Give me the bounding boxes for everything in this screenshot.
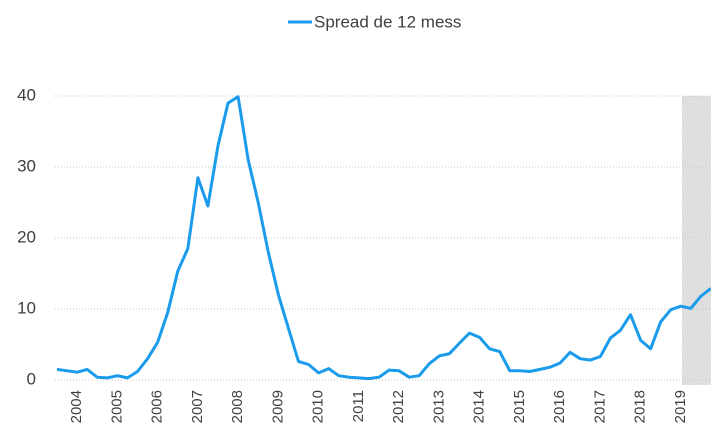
shaded-region	[682, 96, 711, 385]
x-tick-label: 2005	[108, 390, 125, 423]
x-tick-label: 2018	[632, 390, 649, 423]
x-tick-label: 2019	[672, 390, 689, 423]
x-tick-label: 2009	[269, 390, 286, 423]
y-tick-label: 0	[27, 369, 36, 388]
line	[56, 95, 711, 381]
x-tick-label: 2004	[68, 390, 85, 423]
x-tick-label: 2013	[430, 390, 447, 423]
x-tick-label: 2017	[591, 390, 608, 423]
x-tick-label: 2012	[390, 390, 407, 423]
y-tick-label: 30	[17, 156, 36, 175]
x-tick-label: 2010	[310, 390, 327, 423]
x-tick-label: 2016	[551, 390, 568, 423]
y-tick-label: 20	[17, 227, 36, 246]
x-tick-label: 2015	[511, 390, 528, 423]
x-tick-label: 2006	[149, 390, 166, 423]
x-tick-label: 2008	[229, 390, 246, 423]
legend-label: Spread de 12 mess	[314, 12, 461, 31]
legend: Spread de 12 mess	[288, 12, 461, 31]
x-tick-label: 2011	[350, 390, 367, 422]
y-tick-label: 10	[17, 298, 36, 317]
x-tick-label: 2007	[189, 390, 206, 423]
y-tick-label: 40	[17, 85, 36, 104]
x-tick-label: 2014	[471, 390, 488, 423]
